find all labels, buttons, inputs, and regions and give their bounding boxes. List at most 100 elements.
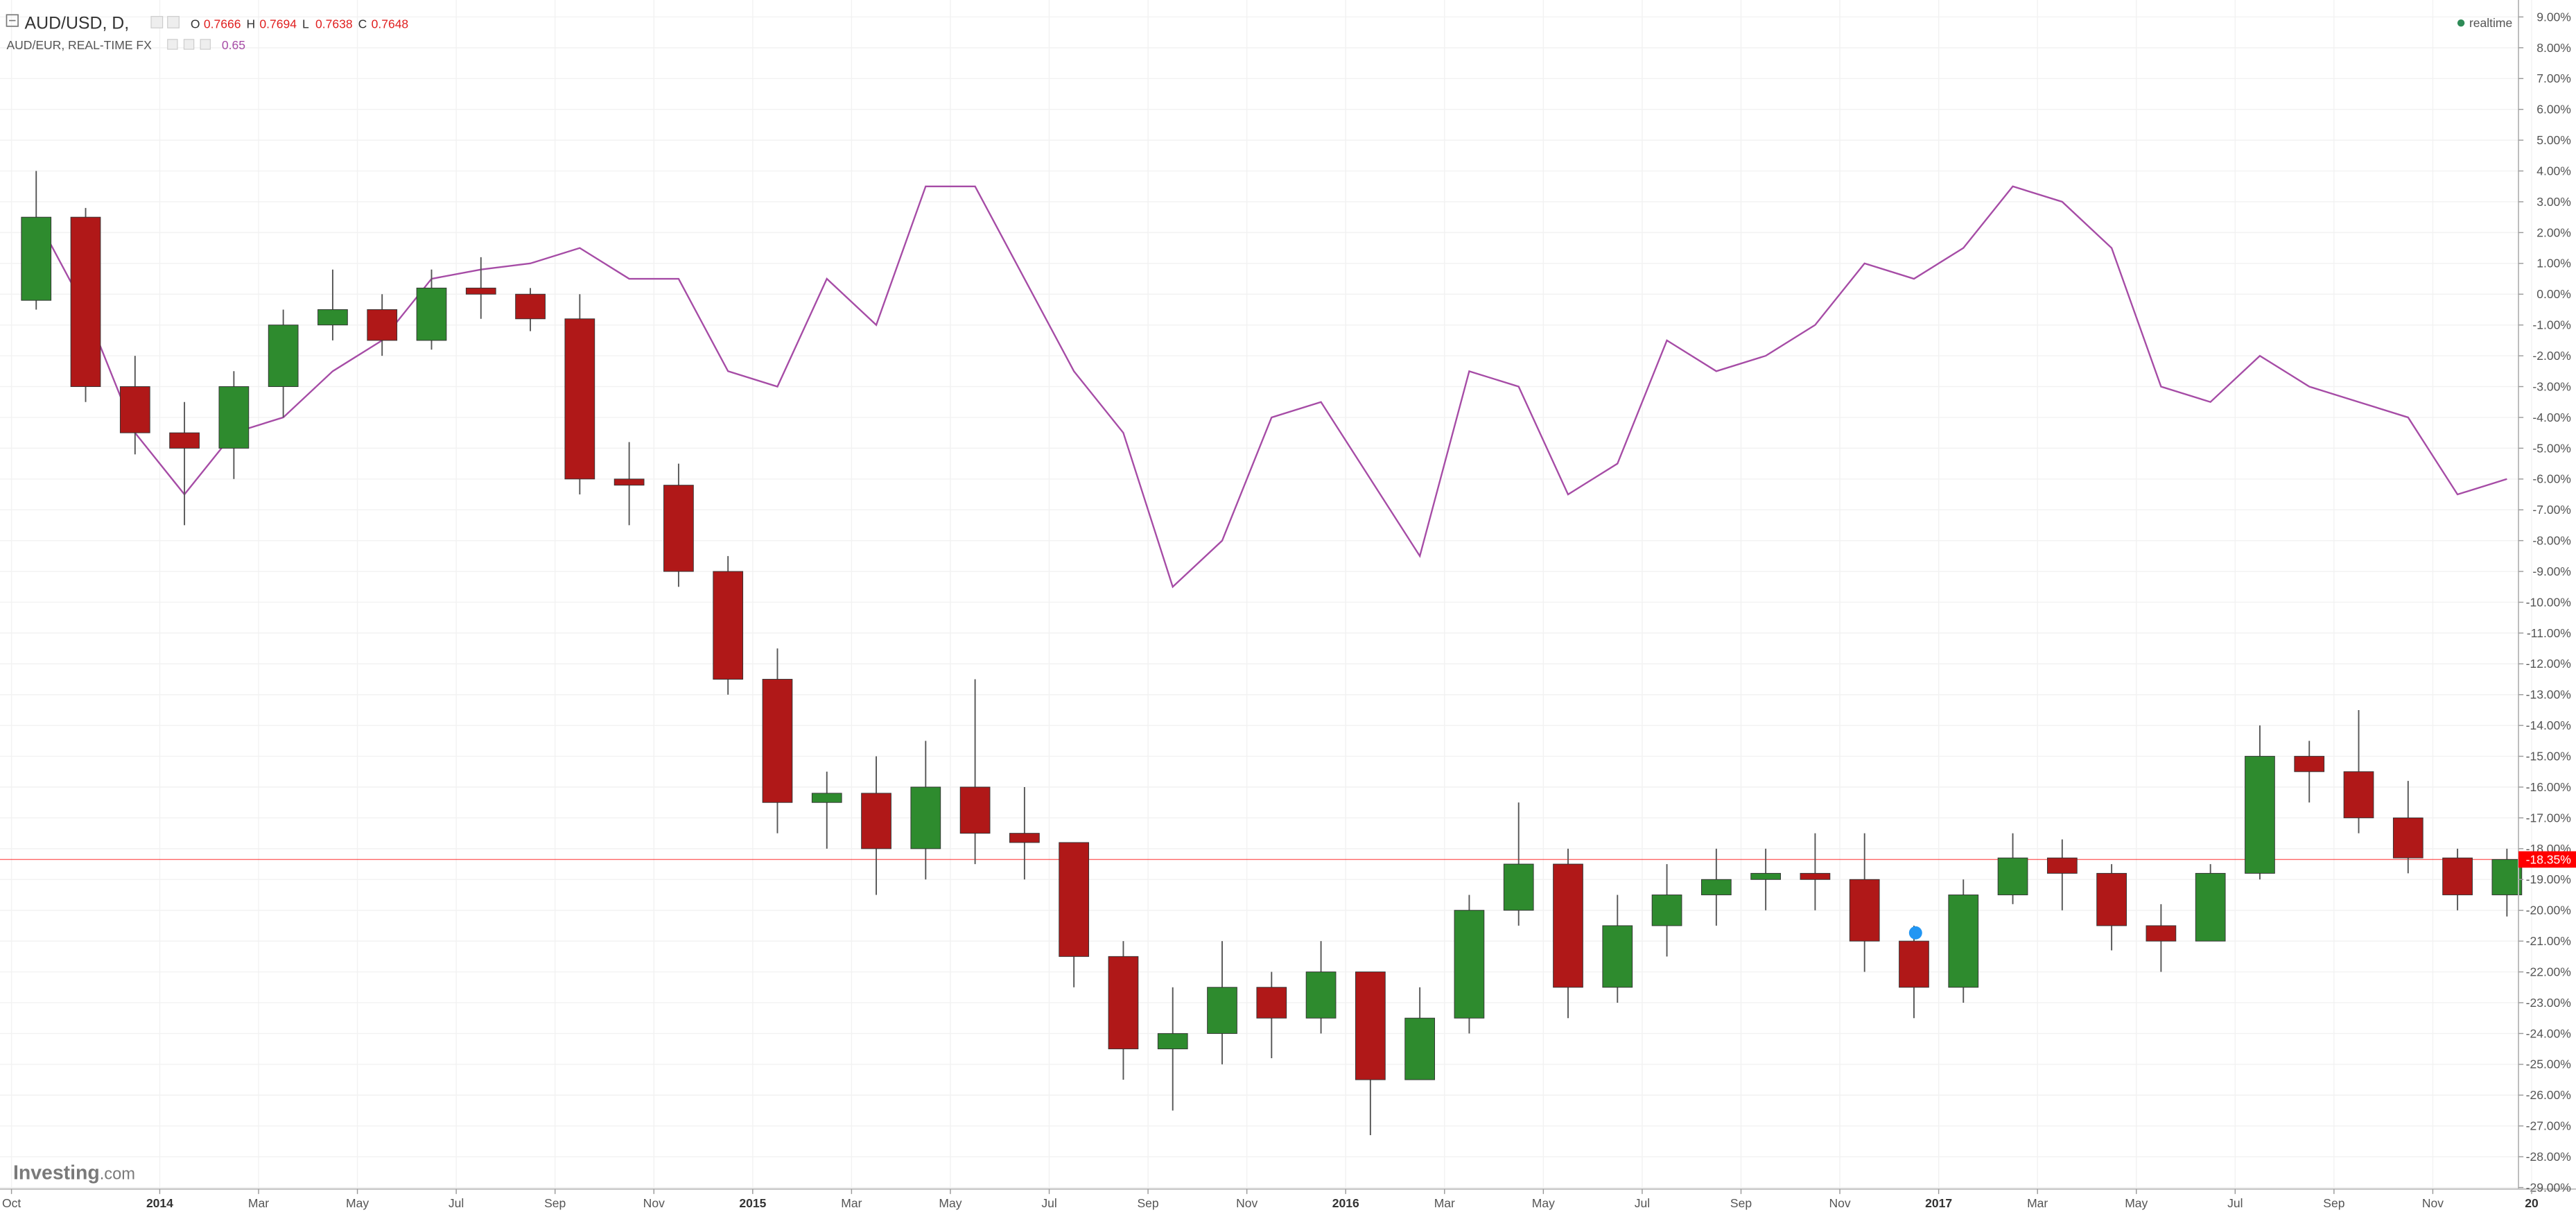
y-tick-label: 7.00% — [2536, 71, 2571, 85]
y-tick-label: -4.00% — [2532, 411, 2571, 424]
ohlc-label: L — [302, 17, 309, 31]
y-tick-label: -27.00% — [2526, 1119, 2571, 1133]
candle-body — [1553, 863, 1583, 988]
x-tick-label: Mar — [2027, 1196, 2048, 1210]
candle-body — [713, 571, 744, 680]
settings-button[interactable] — [150, 16, 164, 28]
y-tick-label: -14.00% — [2526, 718, 2571, 732]
y-tick-label: 4.00% — [2536, 164, 2571, 178]
compare-close[interactable] — [200, 39, 211, 50]
symbol: AUD/USD, D, — [25, 13, 130, 33]
candle-body — [1800, 872, 1831, 880]
price-label-bg — [2518, 851, 2576, 868]
y-tick-label: -28.00% — [2526, 1150, 2571, 1164]
candle-body — [2294, 756, 2325, 773]
logo: Investing.com — [13, 1162, 135, 1184]
candle-body — [1009, 833, 1040, 843]
y-tick-label: -8.00% — [2532, 534, 2571, 548]
y-tick-label: -6.00% — [2532, 472, 2571, 486]
compare-symbol: AUD/EUR, REAL-TIME FX — [6, 38, 152, 52]
candle-body — [70, 216, 101, 387]
ohlc-value: 0.7638 — [315, 17, 353, 31]
y-tick-label: -16.00% — [2526, 780, 2571, 794]
x-tick-label: Nov — [2422, 1196, 2444, 1210]
candle-body — [564, 318, 595, 480]
y-tick-label: 2.00% — [2536, 225, 2571, 239]
x-tick-label: Jul — [2227, 1196, 2243, 1210]
y-tick-label: -21.00% — [2526, 934, 2571, 948]
logo-main: Investing — [13, 1162, 100, 1184]
x-tick-label: Mar — [1434, 1196, 1455, 1210]
y-tick-label: -26.00% — [2526, 1088, 2571, 1102]
compare-hide[interactable] — [183, 39, 195, 50]
candle-body — [2392, 817, 2423, 858]
y-tick-label: 9.00% — [2536, 10, 2571, 24]
x-tick-label: May — [1532, 1196, 1555, 1210]
y-tick-label: -1.00% — [2532, 318, 2571, 332]
status: realtime — [2469, 16, 2512, 30]
y-tick-label: -15.00% — [2526, 750, 2571, 763]
candle-body — [1355, 972, 1386, 1080]
y-tick-label: -7.00% — [2532, 503, 2571, 517]
candle-body — [2195, 872, 2226, 942]
candle-body — [119, 386, 150, 433]
y-tick-label: 1.00% — [2536, 257, 2571, 270]
y-tick-label: -13.00% — [2526, 688, 2571, 702]
candle-body — [613, 478, 645, 486]
y-tick-label: -23.00% — [2526, 996, 2571, 1010]
compare-line — [35, 185, 2507, 589]
plot — [21, 171, 2523, 1135]
x-tick-label: May — [2125, 1196, 2148, 1210]
y-tick-label: -10.00% — [2526, 595, 2571, 609]
y-tick-label: -20.00% — [2526, 904, 2571, 917]
y-tick-label: -2.00% — [2532, 349, 2571, 363]
candle-body — [1602, 925, 1633, 988]
compare-settings[interactable] — [167, 39, 178, 50]
x-tick-label: Nov — [1829, 1196, 1850, 1210]
y-tick-label: -22.00% — [2526, 965, 2571, 978]
x-tick-label: Mar — [841, 1196, 862, 1210]
candle-body — [663, 485, 694, 572]
x-tick-label: Sep — [2323, 1196, 2344, 1210]
status-dot — [2457, 19, 2465, 27]
y-tick-label: -9.00% — [2532, 564, 2571, 578]
y-tick-label: 5.00% — [2536, 133, 2571, 147]
x-tick-label: 2017 — [1925, 1196, 1952, 1210]
candle-body — [268, 325, 299, 387]
grid — [0, 0, 2532, 1189]
candle-body — [1454, 910, 1485, 1019]
ohlc-value: 0.7666 — [204, 17, 241, 31]
candle-body — [1305, 972, 1337, 1019]
x-tick-label: Jul — [1635, 1196, 1650, 1210]
candle-body — [515, 293, 546, 320]
candle-body — [367, 309, 398, 341]
x-tick-label: Sep — [544, 1196, 566, 1210]
candle-body — [2442, 857, 2473, 895]
candle-body — [1503, 863, 1534, 911]
candle-body — [218, 386, 250, 449]
collapse-button[interactable] — [6, 14, 19, 27]
x-tick-label: Jul — [449, 1196, 464, 1210]
ohlc: O 0.7666 H 0.7694 L 0.7638 C 0.7648 — [191, 17, 408, 31]
candle-body — [1157, 1033, 1188, 1050]
y-tick-label: -17.00% — [2526, 811, 2571, 825]
x-tick-label: 20 — [2525, 1196, 2539, 1210]
candle-body — [1948, 895, 1979, 988]
close-button[interactable] — [167, 16, 180, 28]
candle-body — [811, 793, 842, 803]
y-tick-label: -24.00% — [2526, 1026, 2571, 1040]
x-tick-label: 2014 — [146, 1196, 173, 1210]
y-tick-label: 6.00% — [2536, 103, 2571, 116]
y-tick-label: -3.00% — [2532, 379, 2571, 393]
x-tick-label: Oct — [2, 1196, 21, 1210]
candle-body — [2491, 858, 2523, 895]
candle-body — [1750, 872, 1781, 880]
candle-body — [1207, 987, 1237, 1034]
event-marker — [1908, 926, 1922, 940]
x-tick-label: Sep — [1730, 1196, 1752, 1210]
ohlc-label: C — [358, 17, 367, 31]
x-tick-label: Jul — [1041, 1196, 1056, 1210]
candle-body — [1899, 940, 1929, 988]
